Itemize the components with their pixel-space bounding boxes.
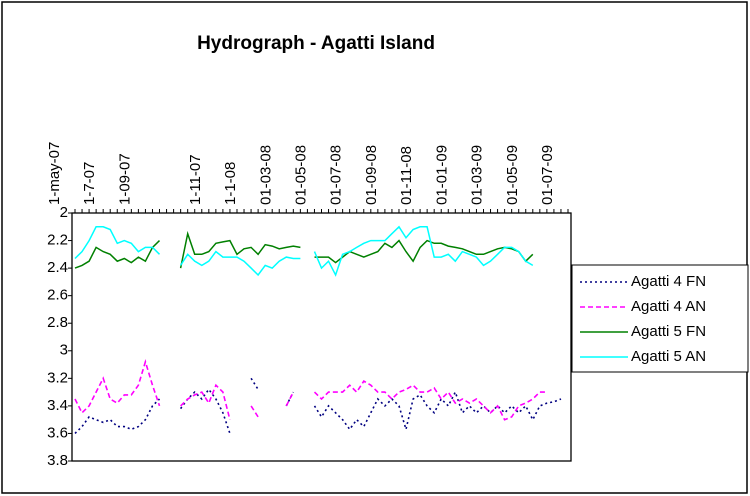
x-tick-label: 1-09-07 (116, 153, 133, 205)
y-tick-label: 2 (60, 204, 68, 221)
x-tick-label: 1-may-07 (46, 142, 63, 205)
y-tick-label: 3.8 (47, 452, 68, 469)
chart-title: Hydrograph - Agatti Island (197, 33, 435, 54)
legend-box (571, 264, 749, 373)
legend-label: Agatti 4 AN (631, 298, 706, 315)
x-tick-label: 01-09-08 (363, 145, 380, 205)
series-line (74, 230, 534, 269)
y-tick-label: 3 (60, 342, 68, 359)
y-tick-label: 3.2 (47, 369, 68, 386)
y-tick-label: 2.4 (47, 259, 68, 276)
x-tick-label: 01-03-09 (469, 145, 486, 205)
x-tick-label: 01-07-09 (539, 145, 556, 205)
x-tick-label: 01-11-08 (398, 146, 415, 205)
x-tick-label: 1-7-07 (81, 162, 98, 205)
y-tick-label: 2.6 (47, 287, 68, 304)
legend-label: Agatti 5 AN (631, 348, 706, 365)
x-tick-label: 01-07-08 (328, 145, 345, 205)
x-tick-label: 01-01-09 (433, 145, 450, 205)
series-line (74, 377, 562, 434)
x-tick-label: 01-03-08 (257, 145, 274, 205)
x-tick-label: 1-1-08 (222, 162, 239, 205)
y-tick-label: 3.4 (47, 397, 68, 414)
series-line (74, 225, 534, 277)
x-tick-label: 01-05-08 (292, 145, 309, 205)
y-tick-label: 2.8 (47, 314, 68, 331)
series-line (74, 359, 547, 421)
y-tick-label: 3.6 (47, 424, 68, 441)
y-tick-label: 2.2 (47, 232, 68, 249)
legend-label: Agatti 5 FN (631, 323, 706, 340)
x-tick-label: 01-05-09 (504, 145, 521, 205)
legend-label: Agatti 4 FN (631, 273, 706, 290)
x-tick-label: 1-11-07 (187, 154, 204, 205)
